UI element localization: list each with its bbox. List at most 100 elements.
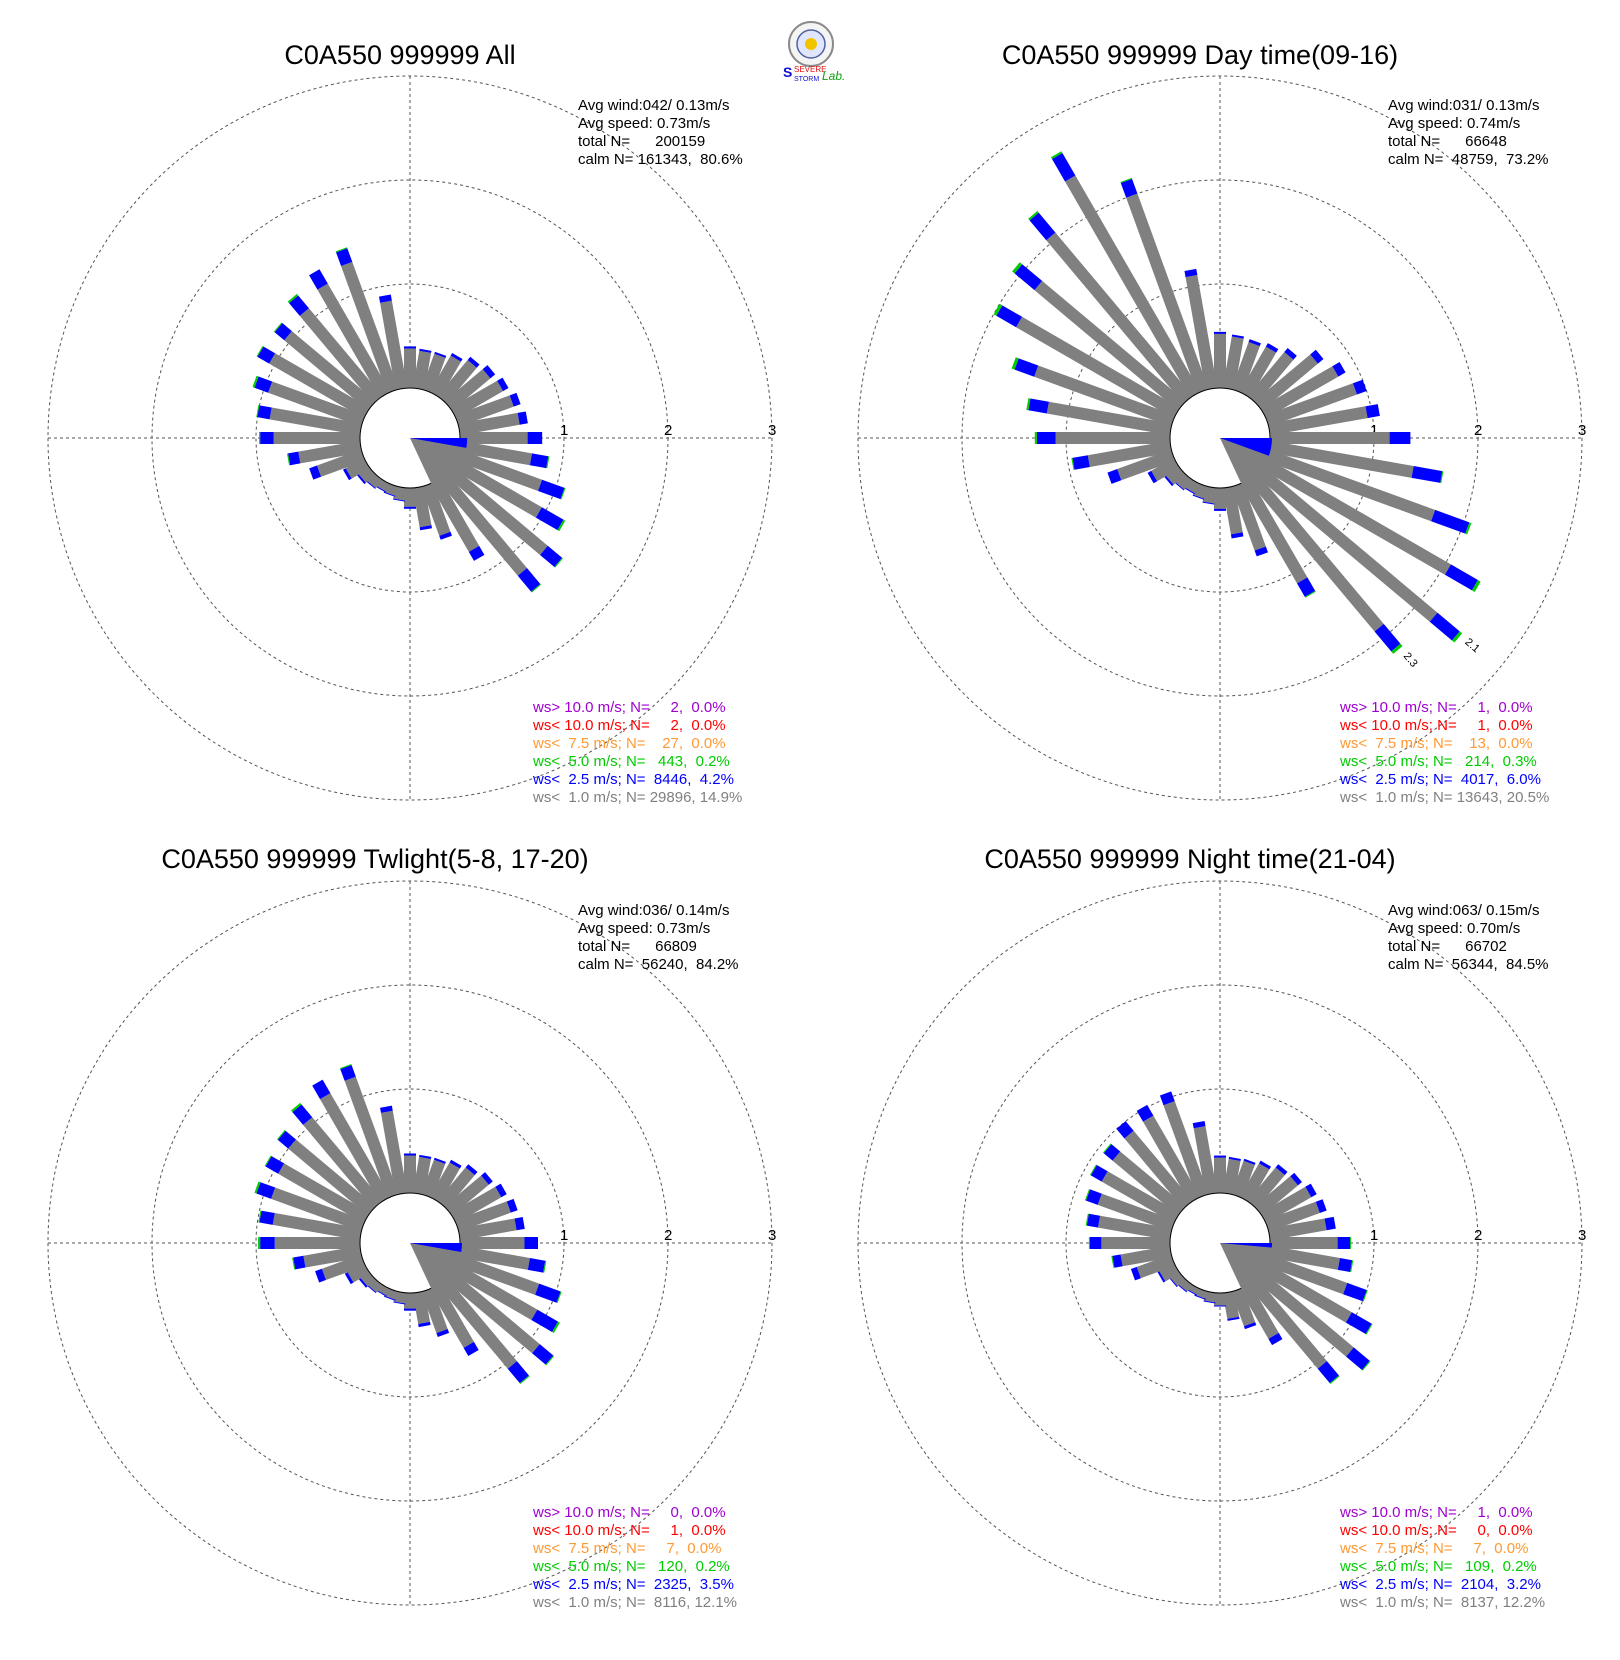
bar-lt25-230: [358, 1277, 368, 1288]
legend-entry: ws< 2.5 m/s; N= 8446, 4.2%: [532, 771, 734, 788]
bar-lt1-150: [429, 478, 480, 552]
bar-lt1-0: [404, 1155, 416, 1193]
bar-lt5-260: [292, 1257, 296, 1270]
bar-lt5-310: [1102, 1143, 1112, 1154]
bar-lt5-280: [1026, 398, 1031, 411]
bar-lt25-300: [257, 346, 276, 364]
bar-lt1-30: [429, 1162, 460, 1203]
bar-lt1-300: [1016, 316, 1180, 419]
severe-storm-lab-logo: S SEVERE STORM Lab.: [783, 21, 845, 83]
bar-lt5-100: [1350, 1260, 1354, 1273]
bar-lt1-160: [421, 1287, 448, 1334]
bar-lt25-270: [260, 432, 274, 444]
bar-lt1-330: [320, 1093, 391, 1203]
bar-lt1-280: [1098, 1215, 1172, 1241]
bar-lt1-30: [1239, 1163, 1270, 1203]
bar-lt25-170: [1230, 532, 1244, 539]
wind-rose-panel-2: 1 2 3 2.1 2.3 C0A550 999999 Day time(09-16) Av…: [857, 40, 1586, 806]
bar-lt25-300: [265, 1156, 285, 1174]
legend-entry: ws< 10.0 m/s; N= 0, 0.0%: [1339, 1522, 1533, 1539]
bar-lt25-230: [1169, 1277, 1178, 1288]
bar-lt1-70: [454, 1201, 511, 1232]
logo-star-icon: [805, 38, 817, 50]
bar-lt5-120: [552, 1321, 560, 1333]
ring-label: 2: [1474, 1227, 1482, 1244]
bar-lt1-40: [1247, 352, 1294, 404]
bar-lt1-140: [1247, 472, 1384, 632]
bar-lt25-230: [1164, 475, 1174, 487]
bar-lt1-40: [1247, 1167, 1285, 1209]
stat-line: Avg wind:036/ 0.14m/s: [578, 902, 729, 919]
bar-lt25-260: [288, 451, 301, 466]
bar-lt25-310: [277, 1130, 296, 1149]
ring-label: 2: [1474, 422, 1482, 439]
bar-lt1-350: [380, 300, 408, 390]
bar-lt1-60: [450, 1186, 502, 1224]
stat-line: total N= 66809: [578, 938, 697, 955]
legend-entry: ws< 5.0 m/s; N= 443, 0.2%: [532, 753, 730, 770]
bar-lt1-240: [1151, 457, 1180, 482]
bar-lt1-120: [450, 457, 542, 518]
bar-lt25-80: [1365, 404, 1380, 419]
bar-lt25-140: [1317, 1361, 1339, 1384]
bar-lt1-60: [1260, 1186, 1312, 1224]
bar-lt1-10: [412, 350, 432, 390]
bar-lt25-340: [340, 1064, 356, 1081]
bar-lt5-340: [1120, 177, 1133, 183]
bar-lt5-90: [1350, 1237, 1352, 1249]
bar-lt25-130: [540, 545, 563, 567]
bar-lt25-200: [1192, 494, 1205, 500]
bar-lt1-80: [458, 412, 520, 436]
bar-lt5-150: [1304, 590, 1316, 598]
bar-lt1-320: [303, 1117, 383, 1209]
bar-lt25-30: [1259, 1160, 1271, 1170]
bar-lt25-310: [274, 323, 292, 341]
bar-lt25-210: [1184, 487, 1195, 495]
bar-lt25-350: [1184, 268, 1198, 278]
bar-lt25-20: [433, 1157, 446, 1164]
bar-lt1-260: [1087, 440, 1172, 468]
bar-lt25-290: [1085, 1189, 1102, 1205]
legend-entry: ws> 10.0 m/s; N= 2, 0.0%: [532, 699, 726, 716]
bar-lt25-240: [344, 1272, 354, 1285]
bar-lt25-180: [1214, 508, 1226, 511]
bar-lt25-90: [1337, 1237, 1351, 1249]
bar-lt25-170: [419, 525, 432, 531]
bar-lt5-110: [1465, 522, 1472, 535]
bar-lt1-240: [1159, 1262, 1180, 1282]
bar-lt25-140: [517, 568, 541, 592]
bar-lt25-120: [535, 507, 564, 531]
bar-lt25-210: [375, 485, 387, 493]
bar-lt25-180: [404, 1308, 416, 1311]
bar-lt25-280: [1086, 1213, 1101, 1228]
bar-lt1-350: [1185, 275, 1218, 390]
panel-title: C0A550 999999 Day time(09-16): [1002, 40, 1398, 70]
bar-lt5-140: [531, 583, 541, 593]
bar-lt25-290: [1014, 358, 1039, 377]
bar-lt1-70: [454, 395, 514, 427]
bar-lt1-330: [1143, 1115, 1201, 1203]
bar-lt1-270: [273, 432, 360, 444]
bar-lt25-70: [1315, 1199, 1327, 1214]
legend-entry: ws< 7.5 m/s; N= 27, 0.0%: [532, 735, 726, 752]
bar-lt1-0: [1214, 1157, 1226, 1193]
ring-label: 2: [664, 422, 672, 439]
bar-lt25-40: [1275, 1164, 1288, 1176]
bar-lt1-20: [1231, 1160, 1255, 1199]
bar-lt1-40: [437, 1167, 475, 1209]
bar-lt5-260: [1071, 457, 1075, 470]
bar-lt25-340: [1120, 178, 1138, 198]
bar-lt1-290: [268, 381, 366, 427]
bar-lt1-150: [1239, 1283, 1279, 1339]
bar-lt25-250: [315, 1268, 326, 1283]
stat-line: total N= 66648: [1388, 133, 1507, 150]
bar-lt1-270: [1055, 432, 1170, 444]
legend-entry: ws< 5.0 m/s; N= 120, 0.2%: [532, 1558, 730, 1575]
bar-lt1-10: [1222, 336, 1244, 390]
bar-lt5-290: [252, 375, 259, 388]
bar-lt25-300: [1090, 1164, 1108, 1182]
bar-lt5-120: [1471, 580, 1481, 592]
bar-lt1-160: [1231, 482, 1266, 551]
legend-entry: ws> 10.0 m/s; N= 1, 0.0%: [1339, 1504, 1533, 1521]
bar-lt25-160: [436, 1328, 450, 1337]
